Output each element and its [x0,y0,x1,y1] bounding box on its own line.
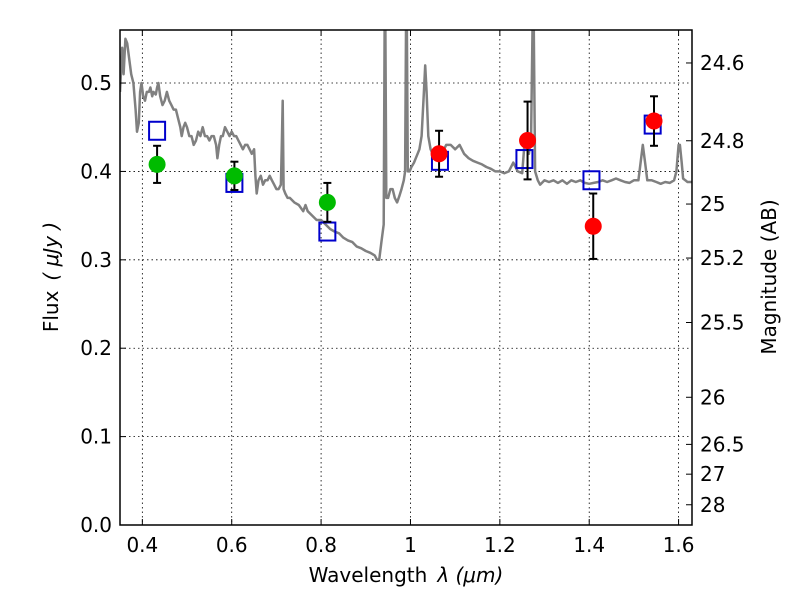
y-axis-title: Flux ( μJy ) [39,222,63,332]
y-tick-label: 0.3 [80,248,112,272]
x-axis-title-text: Wavelength [309,563,428,587]
plot-area [120,30,692,262]
y-tick-label: 0.2 [80,336,112,360]
photometry-point [584,217,602,235]
y2-tick-label: 25.2 [700,246,745,270]
ticks: 0.4 0.6 0.8 1 1.2 1.4 1.6 0.0 0.1 0.2 0.3 0.4 0.5 24.… [80,30,745,557]
photometry-point [519,131,537,149]
y-axis-title-text: Flux [39,290,63,332]
y2-tick-label: 24.8 [700,129,745,153]
y2-tick-label: 24.6 [700,51,745,75]
y-tick-label: 0.0 [80,513,112,537]
photometry-point [430,145,448,163]
y2-tick-label: 25.5 [700,310,745,334]
photometry-point [148,155,166,173]
y2-tick-label: 26.5 [700,432,745,456]
x-tick-label: 1.6 [663,533,695,557]
x-axis-title: Wavelength λ (μm) [309,563,504,587]
markers [148,95,663,260]
photometry-point [225,167,243,185]
y-axis-title-math: ( μJy ) [39,222,63,281]
y2-tick-label: 26 [700,385,725,409]
x-tick-label: 0.6 [216,533,248,557]
y2-tick-label: 28 [700,493,725,517]
y2-tick-label: 27 [700,462,725,486]
spectrum-line [120,30,692,262]
model-band-square [582,170,601,191]
y2-axis-title: Magnitude (AB) [757,199,781,354]
model-band-square [515,149,534,170]
grid [120,30,692,526]
y2-tick-label: 25 [700,192,725,216]
x-axis-title-math: λ (μm) [436,563,503,587]
y-tick-label: 0.1 [80,425,112,449]
x-tick-label: 1 [404,533,417,557]
x-tick-label: 0.4 [126,533,158,557]
photometry-point [318,193,336,211]
photometry-point [645,112,663,130]
x-tick-label: 1.4 [573,533,605,557]
x-tick-label: 0.8 [305,533,337,557]
model-band-square [148,120,167,141]
x-tick-label: 1.2 [484,533,516,557]
y-tick-label: 0.4 [80,159,112,183]
plot-frame [119,29,693,526]
y-tick-label: 0.5 [80,71,112,95]
